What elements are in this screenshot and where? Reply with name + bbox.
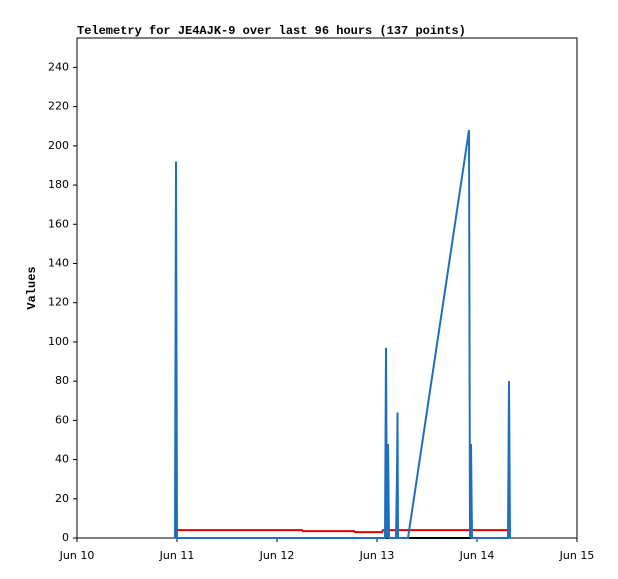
y-tick-label: 120 (48, 296, 69, 309)
series-line (176, 529, 509, 534)
y-tick-label: 40 (55, 453, 69, 466)
plot-area (76, 37, 578, 539)
y-tick-label: 160 (48, 217, 69, 230)
series-line (174, 130, 511, 539)
y-tick-label: 140 (48, 256, 69, 269)
x-tick-label: Jun 14 (459, 549, 495, 562)
y-tick-label: 100 (48, 335, 69, 348)
x-tick-label: Jun 10 (59, 549, 95, 562)
y-tick-label: 0 (62, 531, 69, 544)
y-tick-label: 220 (48, 100, 69, 113)
x-tick-label: Jun 15 (559, 549, 595, 562)
y-tick-label: 200 (48, 139, 69, 152)
chart-title: Telemetry for JE4AJK-9 over last 96 hour… (77, 24, 466, 38)
x-tick-label: Jun 13 (359, 549, 395, 562)
y-tick-label: 60 (55, 413, 69, 426)
y-tick-label: 80 (55, 374, 69, 387)
y-tick-label: 180 (48, 178, 69, 191)
x-tick-label: Jun 12 (259, 549, 295, 562)
y-tick-label: 240 (48, 60, 69, 73)
y-axis-label: Values (25, 266, 39, 309)
x-tick-label: Jun 11 (159, 549, 195, 562)
y-tick-label: 20 (55, 492, 69, 505)
